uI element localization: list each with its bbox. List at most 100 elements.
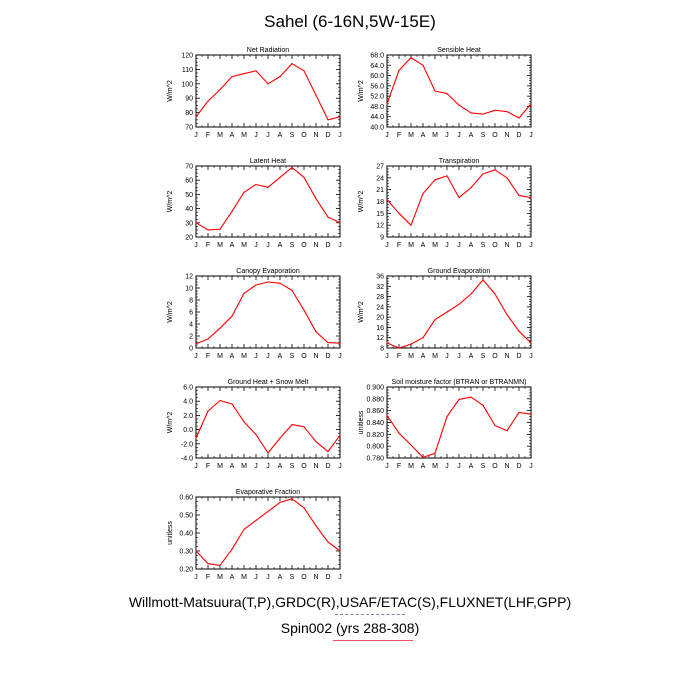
series-line bbox=[386, 279, 532, 349]
x-tick-label: J bbox=[194, 574, 198, 581]
data-point bbox=[398, 347, 400, 349]
dash-separator bbox=[335, 614, 405, 615]
data-point bbox=[207, 100, 209, 102]
data-point bbox=[291, 166, 293, 169]
data-point bbox=[219, 327, 221, 329]
x-tick-label: J bbox=[266, 242, 270, 249]
y-tick-label: 4 bbox=[189, 322, 193, 329]
x-tick-label: O bbox=[492, 242, 498, 249]
x-tick-label: M bbox=[432, 353, 438, 360]
x-tick-label: O bbox=[492, 132, 498, 139]
data-point bbox=[327, 451, 329, 453]
x-tick-label: S bbox=[290, 242, 295, 249]
data-point bbox=[303, 70, 305, 72]
y-tick-label: 9 bbox=[380, 235, 384, 242]
x-tick-label: A bbox=[278, 574, 283, 581]
x-tick-label: A bbox=[278, 242, 283, 249]
data-point bbox=[231, 403, 233, 405]
x-tick-label: F bbox=[206, 242, 210, 249]
data-point bbox=[219, 564, 221, 567]
x-tick-label: J bbox=[445, 353, 449, 360]
x-tick-label: S bbox=[481, 353, 486, 360]
data-point bbox=[482, 404, 484, 406]
x-tick-label: S bbox=[481, 463, 486, 470]
x-tick-label: M bbox=[432, 242, 438, 249]
y-tick-label: -4.0 bbox=[181, 456, 193, 463]
y-tick-label: 2.0 bbox=[183, 413, 193, 420]
data-point bbox=[470, 293, 472, 295]
x-tick-label: M bbox=[408, 132, 414, 139]
y-tick-label: 56.0 bbox=[370, 83, 384, 90]
data-point bbox=[231, 76, 233, 78]
data-point bbox=[291, 498, 293, 500]
x-tick-label: N bbox=[313, 463, 318, 470]
data-point bbox=[506, 177, 508, 179]
y-tick-label: 10 bbox=[185, 286, 193, 293]
data-point bbox=[231, 548, 233, 550]
x-tick-label: M bbox=[241, 242, 247, 249]
y-axis-label: unitless bbox=[358, 410, 365, 434]
data-point bbox=[482, 173, 484, 175]
y-tick-label: 6.0 bbox=[183, 385, 193, 392]
x-tick-label: D bbox=[516, 132, 521, 139]
x-tick-label: J bbox=[194, 242, 198, 249]
x-tick-label: M bbox=[217, 132, 223, 139]
run-label: Spin002 (yrs 288-308) bbox=[280, 620, 420, 636]
panel-title: Ground Heat + Snow Melt bbox=[228, 379, 309, 386]
y-axis-label: W/m^2 bbox=[358, 301, 365, 323]
x-tick-label: J bbox=[266, 574, 270, 581]
x-tick-label: D bbox=[325, 132, 330, 139]
data-point bbox=[530, 413, 532, 415]
data-source-text: Willmott-Matsuura(T,P),GRDC(R),USAF/ETAC… bbox=[128, 594, 572, 610]
y-tick-label: 48.0 bbox=[370, 104, 384, 111]
x-tick-label: S bbox=[481, 242, 486, 249]
y-tick-label: 36 bbox=[376, 274, 384, 281]
data-point bbox=[195, 550, 197, 552]
data-point bbox=[267, 83, 269, 85]
x-tick-label: N bbox=[504, 132, 509, 139]
x-tick-label: N bbox=[504, 353, 509, 360]
x-tick-label: M bbox=[432, 132, 438, 139]
data-point bbox=[458, 303, 460, 305]
x-tick-label: J bbox=[445, 132, 449, 139]
y-axis-label: W/m^2 bbox=[167, 191, 174, 213]
x-tick-label: S bbox=[290, 132, 295, 139]
x-tick-label: J bbox=[266, 132, 270, 139]
data-point bbox=[518, 330, 520, 332]
series-line bbox=[195, 281, 341, 345]
x-tick-label: J bbox=[338, 574, 342, 581]
data-point bbox=[470, 187, 472, 189]
data-point bbox=[386, 198, 388, 201]
x-tick-label: J bbox=[529, 242, 533, 249]
data-point bbox=[518, 411, 520, 414]
data-point bbox=[303, 426, 305, 428]
chart-panel-8: Soil moisture factor (BTRAN or BTRANMN) u… bbox=[358, 379, 533, 470]
run-underline bbox=[333, 640, 413, 641]
data-point bbox=[422, 337, 424, 339]
y-tick-label: 120 bbox=[181, 53, 193, 60]
y-axis-label: W/m^2 bbox=[358, 80, 365, 102]
data-point bbox=[398, 69, 400, 72]
x-tick-label: O bbox=[301, 242, 307, 249]
data-point bbox=[291, 63, 293, 65]
data-point bbox=[339, 116, 341, 118]
y-tick-label: 18 bbox=[376, 199, 384, 206]
data-point bbox=[446, 311, 448, 313]
data-point bbox=[506, 430, 508, 432]
x-tick-label: O bbox=[301, 574, 307, 581]
plot-frame bbox=[195, 54, 341, 128]
x-tick-label: A bbox=[469, 353, 474, 360]
data-point bbox=[422, 64, 424, 66]
x-tick-label: J bbox=[457, 463, 461, 470]
plot-frame bbox=[386, 386, 532, 459]
x-tick-label: D bbox=[516, 242, 521, 249]
x-tick-label: A bbox=[278, 132, 283, 139]
data-point bbox=[195, 222, 197, 224]
data-point bbox=[482, 113, 484, 115]
series-line bbox=[195, 399, 341, 454]
data-point bbox=[207, 229, 209, 231]
x-tick-label: N bbox=[313, 132, 318, 139]
data-point bbox=[267, 281, 269, 283]
plot-frame bbox=[195, 275, 341, 349]
data-point bbox=[255, 70, 257, 72]
